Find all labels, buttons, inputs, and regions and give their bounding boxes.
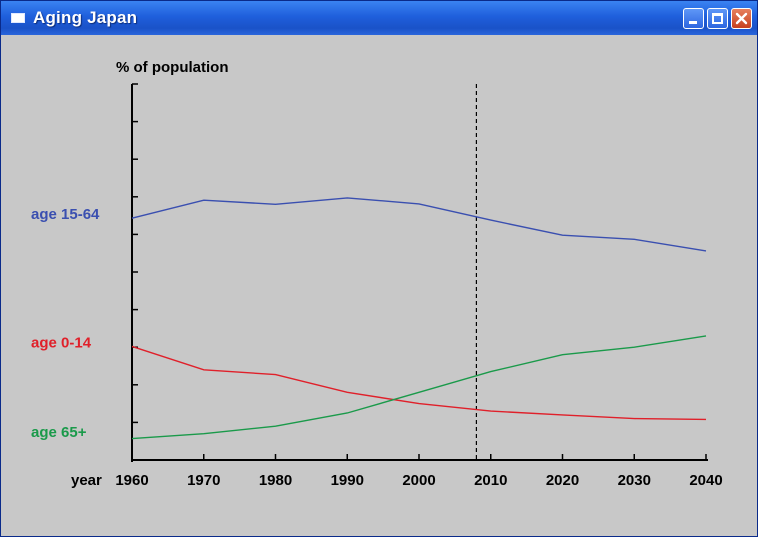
maximize-button[interactable] bbox=[707, 8, 728, 29]
x-tick-label: 1980 bbox=[259, 472, 292, 489]
x-tick-label: 2000 bbox=[402, 472, 435, 489]
minimize-button[interactable] bbox=[683, 8, 704, 29]
series-lines bbox=[131, 197, 707, 440]
x-tick-label: 2030 bbox=[618, 472, 651, 489]
series-label: age 0-14 bbox=[31, 334, 92, 351]
minimize-icon bbox=[689, 21, 697, 24]
axes bbox=[131, 84, 708, 462]
x-tick-label: 1960 bbox=[115, 472, 148, 489]
series-line-age-0-14 bbox=[131, 345, 707, 421]
x-tick-label: 2020 bbox=[546, 472, 579, 489]
chart-area: 1960 1970 1980 1990 2000 2010 2020 2030 2040 % o… bbox=[4, 35, 754, 535]
x-ticks: 1960 1970 1980 1990 2000 2010 2020 2030 2040 bbox=[115, 454, 723, 489]
series-label: age 65+ bbox=[31, 424, 87, 441]
window-title: Aging Japan bbox=[33, 8, 138, 27]
x-tick-label: 2010 bbox=[474, 472, 507, 489]
x-tick-label: 2040 bbox=[689, 472, 722, 489]
title-bar[interactable]: Aging Japan bbox=[1, 1, 757, 35]
maximize-icon bbox=[712, 13, 723, 24]
series-line-age-15-64 bbox=[131, 197, 707, 252]
close-icon bbox=[735, 12, 748, 25]
y-axis-label: % of population bbox=[116, 59, 228, 76]
window-icon[interactable] bbox=[11, 13, 25, 23]
x-axis-label: year bbox=[71, 472, 102, 489]
close-button[interactable] bbox=[731, 8, 752, 29]
series-line-age-65- bbox=[131, 335, 707, 440]
x-tick-label: 1990 bbox=[331, 472, 364, 489]
x-tick-label: 1970 bbox=[187, 472, 220, 489]
series-label: age 15-64 bbox=[31, 206, 100, 223]
series-labels: age 15-64 age 0-14 age 65+ bbox=[31, 206, 100, 441]
line-chart: 1960 1970 1980 1990 2000 2010 2020 2030 2040 % o… bbox=[31, 59, 723, 489]
